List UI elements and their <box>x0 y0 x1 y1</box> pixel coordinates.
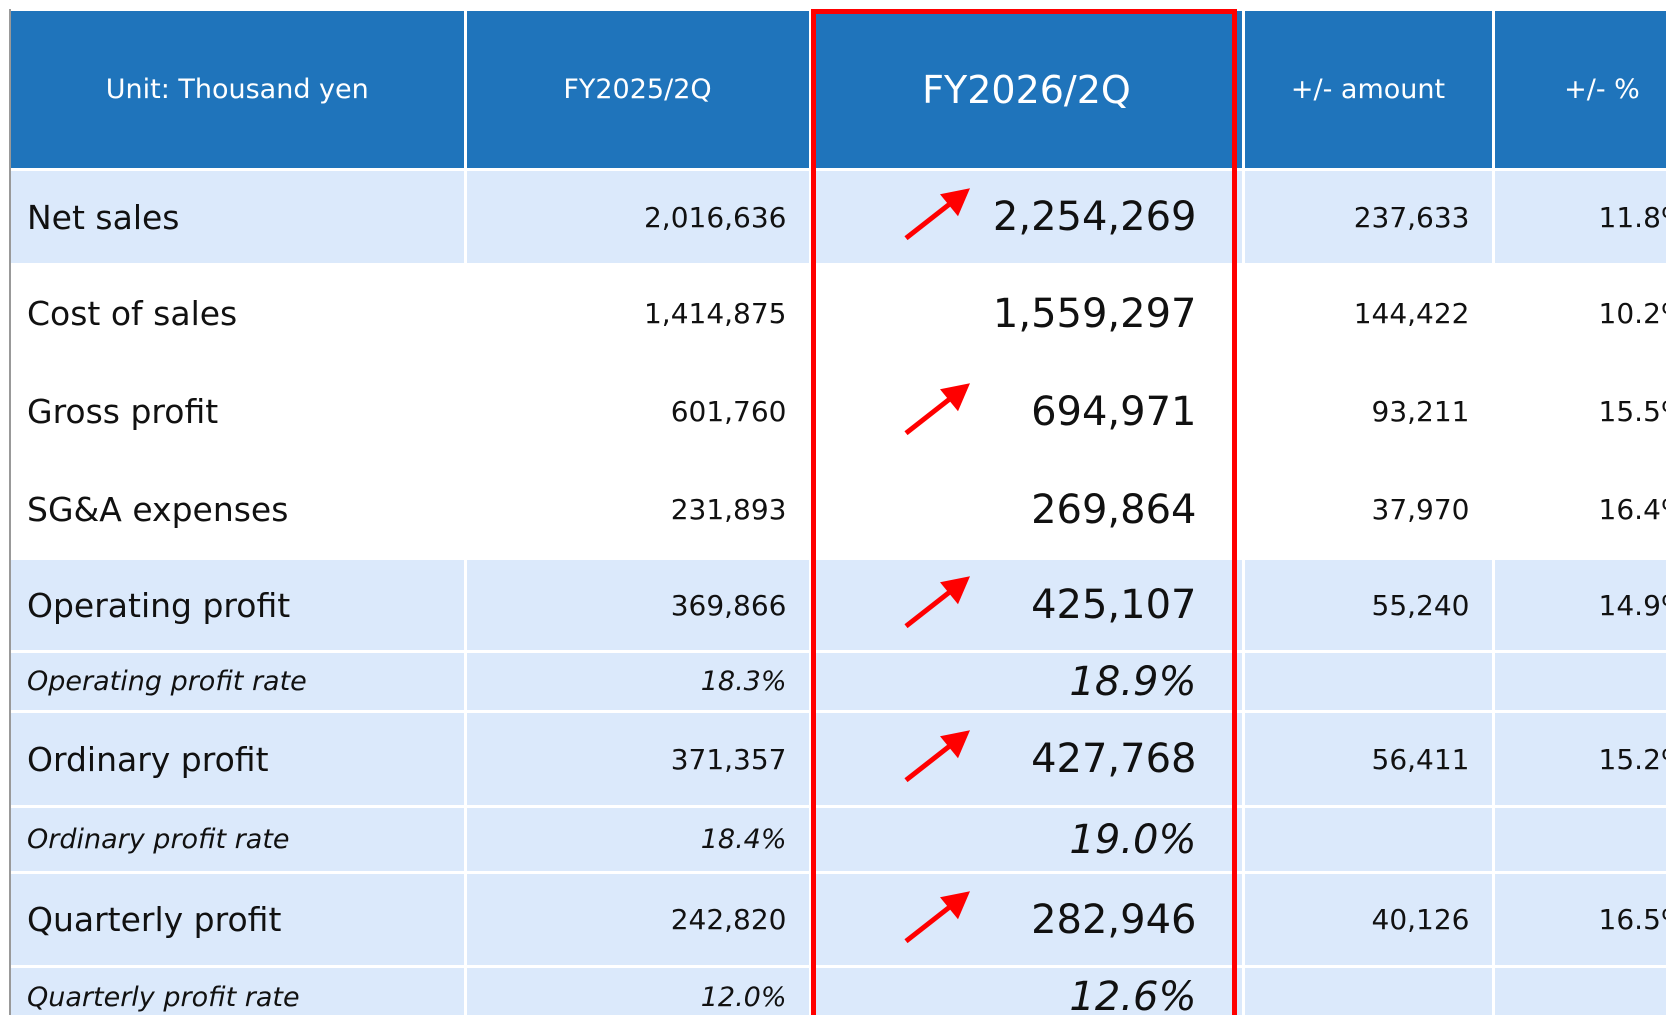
cell: 16.4% <box>1493 459 1666 559</box>
cell: 12.0% <box>465 965 812 1015</box>
cell: 371,357 <box>465 710 812 807</box>
cell: 40,126 <box>1243 871 1495 967</box>
table-body: Net sales2,016,6362,254,269237,63311.8%C… <box>11 168 1666 1015</box>
up-arrow <box>903 890 970 943</box>
cell: 1,414,875 <box>465 263 812 363</box>
cell: 15.5% <box>1493 361 1666 461</box>
table-row: Cost of sales 1,414,875 1,559,297 144,422 10… <box>11 263 1666 363</box>
arrow-head <box>939 576 970 605</box>
row-label: Net sales <box>11 168 467 265</box>
cell: 2,016,636 <box>465 168 812 265</box>
pl-table: Unit: Thousand yen FY2025/2Q FY2026/2Q +/- … <box>11 11 1666 1015</box>
cell: 93,211 <box>1243 361 1495 461</box>
cell: 369,866 <box>465 557 812 652</box>
row-label: Cost of sales <box>11 263 467 363</box>
row-label: Quarterly profit <box>11 871 467 967</box>
arrow-shaft <box>903 394 954 435</box>
cell: 16.5% <box>1493 871 1666 967</box>
cell: 694,971 <box>810 361 1245 461</box>
arrow-shaft <box>903 588 954 629</box>
arrow-head <box>939 730 970 759</box>
arrow-shaft <box>903 902 954 943</box>
cell: 282,946 <box>810 871 1245 967</box>
empty-cell <box>1493 805 1666 873</box>
up-arrow <box>903 730 970 783</box>
cell: 37,970 <box>1243 459 1495 559</box>
up-arrow <box>903 382 970 435</box>
empty-cell <box>1243 965 1495 1015</box>
highlight-box <box>811 9 1237 1015</box>
header-cell: FY2025/2Q <box>465 11 812 170</box>
cell: 601,760 <box>465 361 812 461</box>
arrow-head <box>939 188 970 217</box>
empty-cell <box>1243 650 1495 712</box>
row-label: Quarterly profit rate <box>11 965 467 1015</box>
table-row: Operating profit rate 18.3% 18.9% <box>11 650 1666 712</box>
left-edge <box>9 9 11 1015</box>
empty-cell <box>1493 650 1666 712</box>
row-label: Ordinary profit rate <box>11 805 467 873</box>
table-row: Operating profit 369,866 425,107 55,240 14.9… <box>11 557 1666 652</box>
cell: 18.9% <box>810 650 1245 712</box>
row-label: Operating profit <box>11 557 467 652</box>
cell: 18.3% <box>465 650 812 712</box>
cell: 144,422 <box>1243 263 1495 363</box>
row-label: Operating profit rate <box>11 650 467 712</box>
cell: 18.4% <box>465 805 812 873</box>
cell: 1,559,297 <box>810 263 1245 363</box>
row-label: Ordinary profit <box>11 710 467 807</box>
arrow-head <box>939 890 970 919</box>
cell: 2,254,269 <box>810 168 1245 265</box>
cell: 237,633 <box>1243 168 1495 265</box>
header-cell: +/- % <box>1493 11 1666 170</box>
cell: 231,893 <box>465 459 812 559</box>
cell: 11.8% <box>1493 168 1666 265</box>
table-row: Quarterly profit rate 12.0% 12.6% <box>11 965 1666 1015</box>
empty-cell <box>1243 805 1495 873</box>
header-row: Unit: Thousand yen FY2025/2Q FY2026/2Q +/- … <box>11 11 1666 170</box>
header-cell: Unit: Thousand yen <box>11 11 467 170</box>
cell: 56,411 <box>1243 710 1495 807</box>
row-label: SG&A expenses <box>11 459 467 559</box>
cell: 55,240 <box>1243 557 1495 652</box>
cell: 269,864 <box>810 459 1245 559</box>
up-arrow <box>903 188 970 241</box>
cell: 242,820 <box>465 871 812 967</box>
empty-cell <box>1493 965 1666 1015</box>
cell: 425,107 <box>810 557 1245 652</box>
up-arrow <box>903 576 970 629</box>
arrow-head <box>939 382 970 411</box>
cell: 427,768 <box>810 710 1245 807</box>
arrow-shaft <box>903 200 954 241</box>
cell: 14.9% <box>1493 557 1666 652</box>
cell: 10.2% <box>1493 263 1666 363</box>
cell: 15.2% <box>1493 710 1666 807</box>
cell: 12.6% <box>810 965 1245 1015</box>
header-cell: FY2026/2Q <box>810 11 1245 170</box>
header-cell: +/- amount <box>1243 11 1495 170</box>
row-label: Gross profit <box>11 361 467 461</box>
table-row: Quarterly profit 242,820 282,946 40,126 16.5… <box>11 871 1666 967</box>
cell: 19.0% <box>810 805 1245 873</box>
arrow-shaft <box>903 742 954 783</box>
table-row: Ordinary profit rate 18.4% 19.0% <box>11 805 1666 873</box>
